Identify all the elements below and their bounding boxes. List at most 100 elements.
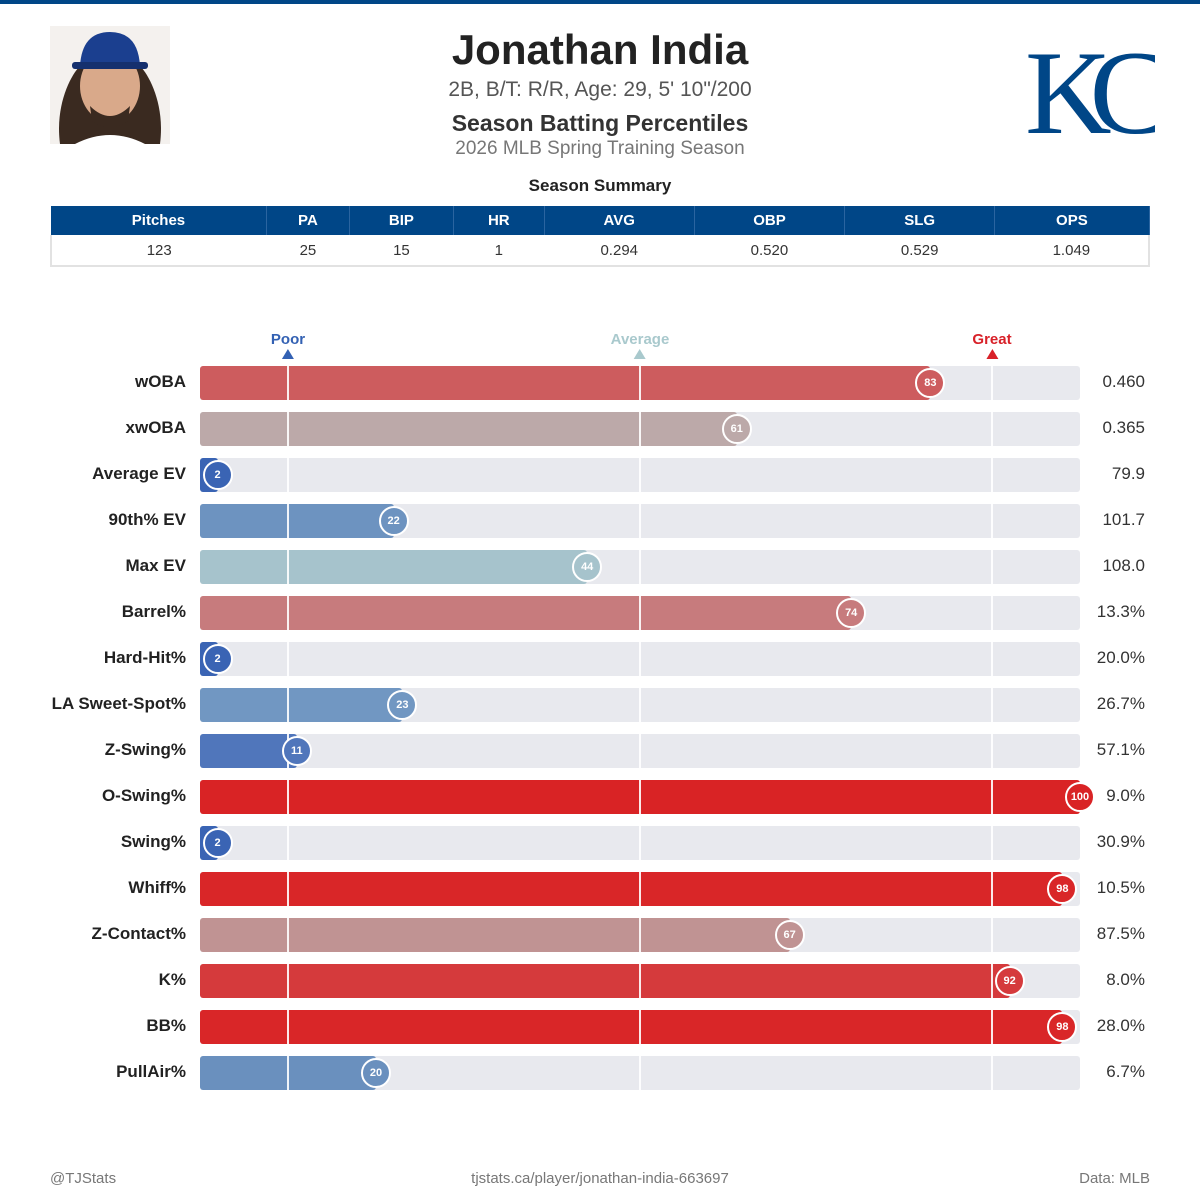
reference-line (639, 1056, 641, 1090)
reference-line (991, 734, 993, 768)
metric-value: 28.0% (1096, 1016, 1145, 1035)
percentile-bar (200, 412, 737, 446)
percentile-badge: 83 (915, 368, 946, 398)
footer-url[interactable]: tjstats.ca/player/jonathan-india-663697 (471, 1170, 729, 1187)
percentile-bar (200, 366, 931, 400)
percentile-track: 67 (200, 918, 1080, 952)
reference-line (639, 596, 641, 630)
reference-line (287, 688, 289, 722)
percentile-track: 92 (200, 964, 1080, 998)
metric-label: Max EV (125, 556, 186, 575)
team-logo: KC (1025, 25, 1186, 159)
percentile-badge: 11 (281, 736, 312, 766)
percentile-bar (200, 918, 790, 952)
reference-line (639, 550, 641, 584)
percentile-track: 11 (200, 734, 1080, 768)
percentile-bar (200, 550, 588, 584)
percentile-track: 2 (200, 826, 1080, 860)
percentile-badge: 23 (387, 690, 418, 720)
percentile-row: Barrel% 74 13.3% (0, 596, 1200, 630)
percentile-bar (200, 964, 1010, 998)
metric-label: wOBA (135, 372, 186, 391)
reference-line (639, 504, 641, 538)
metric-label: BB% (146, 1016, 186, 1035)
percentile-track: 44 (200, 550, 1080, 584)
player-bio: 2B, B/T: R/R, Age: 29, 5' 10"/200 (448, 78, 752, 101)
metric-value: 10.5% (1096, 878, 1145, 897)
metric-label: Swing% (120, 832, 186, 851)
season-label: 2026 MLB Spring Training Season (455, 138, 745, 159)
summary-value: 25 (266, 235, 350, 267)
metric-value: 20.0% (1096, 648, 1145, 667)
percentile-bar (200, 688, 403, 722)
percentile-badge: 2 (202, 644, 233, 674)
reference-line (639, 366, 641, 400)
reference-line (991, 458, 993, 492)
reference-line (639, 1010, 641, 1044)
summary-header: HR (453, 206, 545, 235)
summary-header: AVG (544, 206, 695, 235)
chart-title: Season Batting Percentiles (451, 110, 749, 136)
percentile-badge: 22 (378, 506, 409, 536)
summary-header: OBP (694, 206, 846, 235)
metric-label: Average EV (92, 464, 186, 483)
percentile-track: 2 (200, 642, 1080, 676)
metric-label: Z-Swing% (104, 740, 186, 759)
summary-value: 1 (453, 235, 545, 267)
metric-value: 87.5% (1096, 924, 1145, 943)
triangle-up-icon (986, 349, 998, 359)
summary-title: Season Summary (528, 176, 672, 195)
metric-label: 90th% EV (108, 510, 186, 529)
metric-label: Whiff% (128, 878, 186, 897)
top-accent-bar (0, 0, 1200, 4)
summary-header: OPS (994, 206, 1150, 235)
summary-value: 15 (349, 235, 454, 267)
player-headshot (50, 26, 170, 144)
summary-header: SLG (844, 206, 996, 235)
reference-line (287, 366, 289, 400)
percentile-row: Z-Contact% 67 87.5% (0, 918, 1200, 952)
summary-value: 123 (49, 235, 267, 267)
marker-poor: Poor (271, 331, 305, 359)
metric-label: Hard-Hit% (103, 648, 186, 667)
metric-value: 108.0 (1102, 556, 1145, 575)
percentile-badge: 2 (202, 460, 233, 490)
percentile-badge: 100 (1065, 782, 1095, 812)
reference-line (991, 872, 993, 906)
metric-value: 0.460 (1102, 372, 1145, 391)
season-summary-table: Pitches PA BIP HR AVG OBP SLG OPS 123 25 15 1 0.294… (49, 206, 1151, 267)
reference-line (287, 780, 289, 814)
metric-value: 26.7% (1096, 694, 1145, 713)
percentile-badge: 2 (202, 828, 233, 858)
reference-line (991, 826, 993, 860)
percentile-row: wOBA 83 0.460 (0, 366, 1200, 400)
percentile-bar (200, 872, 1063, 906)
percentile-row: PullAir% 20 6.7% (0, 1056, 1200, 1090)
percentile-badge: 20 (361, 1058, 391, 1088)
reference-line (991, 412, 993, 446)
player-name: Jonathan India (451, 26, 749, 73)
marker-label: Poor (270, 331, 306, 348)
reference-line (639, 780, 641, 814)
reference-line (287, 1056, 289, 1090)
reference-line (287, 1010, 289, 1044)
metric-label: K% (158, 970, 186, 989)
percentile-row: BB% 98 28.0% (0, 1010, 1200, 1044)
metric-value: 101.7 (1102, 510, 1145, 529)
reference-line (991, 964, 993, 998)
metric-label: Barrel% (121, 602, 186, 621)
percentile-row: Z-Swing% 11 57.1% (0, 734, 1200, 768)
summary-header: PA (266, 206, 350, 235)
percentile-bar (200, 504, 394, 538)
percentile-badge: 61 (721, 414, 752, 444)
summary-value: 0.529 (844, 235, 995, 267)
marker-average: Average (611, 331, 669, 359)
reference-line (287, 412, 289, 446)
reference-line (639, 688, 641, 722)
percentile-row: K% 92 8.0% (0, 964, 1200, 998)
percentile-track: 22 (200, 504, 1080, 538)
reference-line (639, 458, 641, 492)
marker-great: Great (972, 331, 1012, 359)
percentile-track: 98 (200, 872, 1080, 906)
reference-line (287, 550, 289, 584)
